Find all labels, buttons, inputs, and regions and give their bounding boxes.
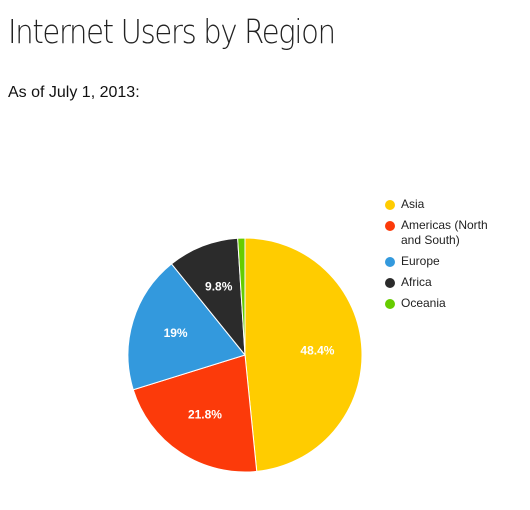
pie-slice	[237, 237, 246, 356]
slice-label: 48.4%	[300, 344, 334, 358]
slice-label: 9.8%	[205, 280, 233, 294]
legend-label: Oceania	[401, 296, 446, 310]
chart-subtitle: As of July 1, 2013:	[8, 84, 140, 101]
legend-label: Europe	[401, 254, 440, 268]
pie-slice	[132, 354, 258, 473]
chart-title: Internet Users by Region	[8, 12, 336, 51]
legend-swatch	[385, 299, 395, 309]
pie-slice	[244, 237, 363, 472]
legend-item: Europe	[385, 254, 505, 269]
pie-slice	[127, 263, 246, 391]
legend-item: Americas (North and South)	[385, 218, 505, 248]
legend-swatch	[385, 257, 395, 267]
legend-label: Asia	[401, 197, 425, 211]
slice-label: 19%	[164, 326, 188, 340]
legend-swatch	[385, 200, 395, 210]
legend: Asia Americas (North and South) Europe Afri…	[385, 197, 505, 317]
slice-label: 21.8%	[188, 408, 222, 422]
legend-swatch	[385, 221, 395, 231]
legend-item: Oceania	[385, 296, 505, 311]
legend-label: Americas (North and South)	[401, 218, 488, 247]
legend-label: Africa	[401, 275, 432, 289]
legend-item: Africa	[385, 275, 505, 290]
legend-swatch	[385, 278, 395, 288]
legend-item: Asia	[385, 197, 505, 212]
